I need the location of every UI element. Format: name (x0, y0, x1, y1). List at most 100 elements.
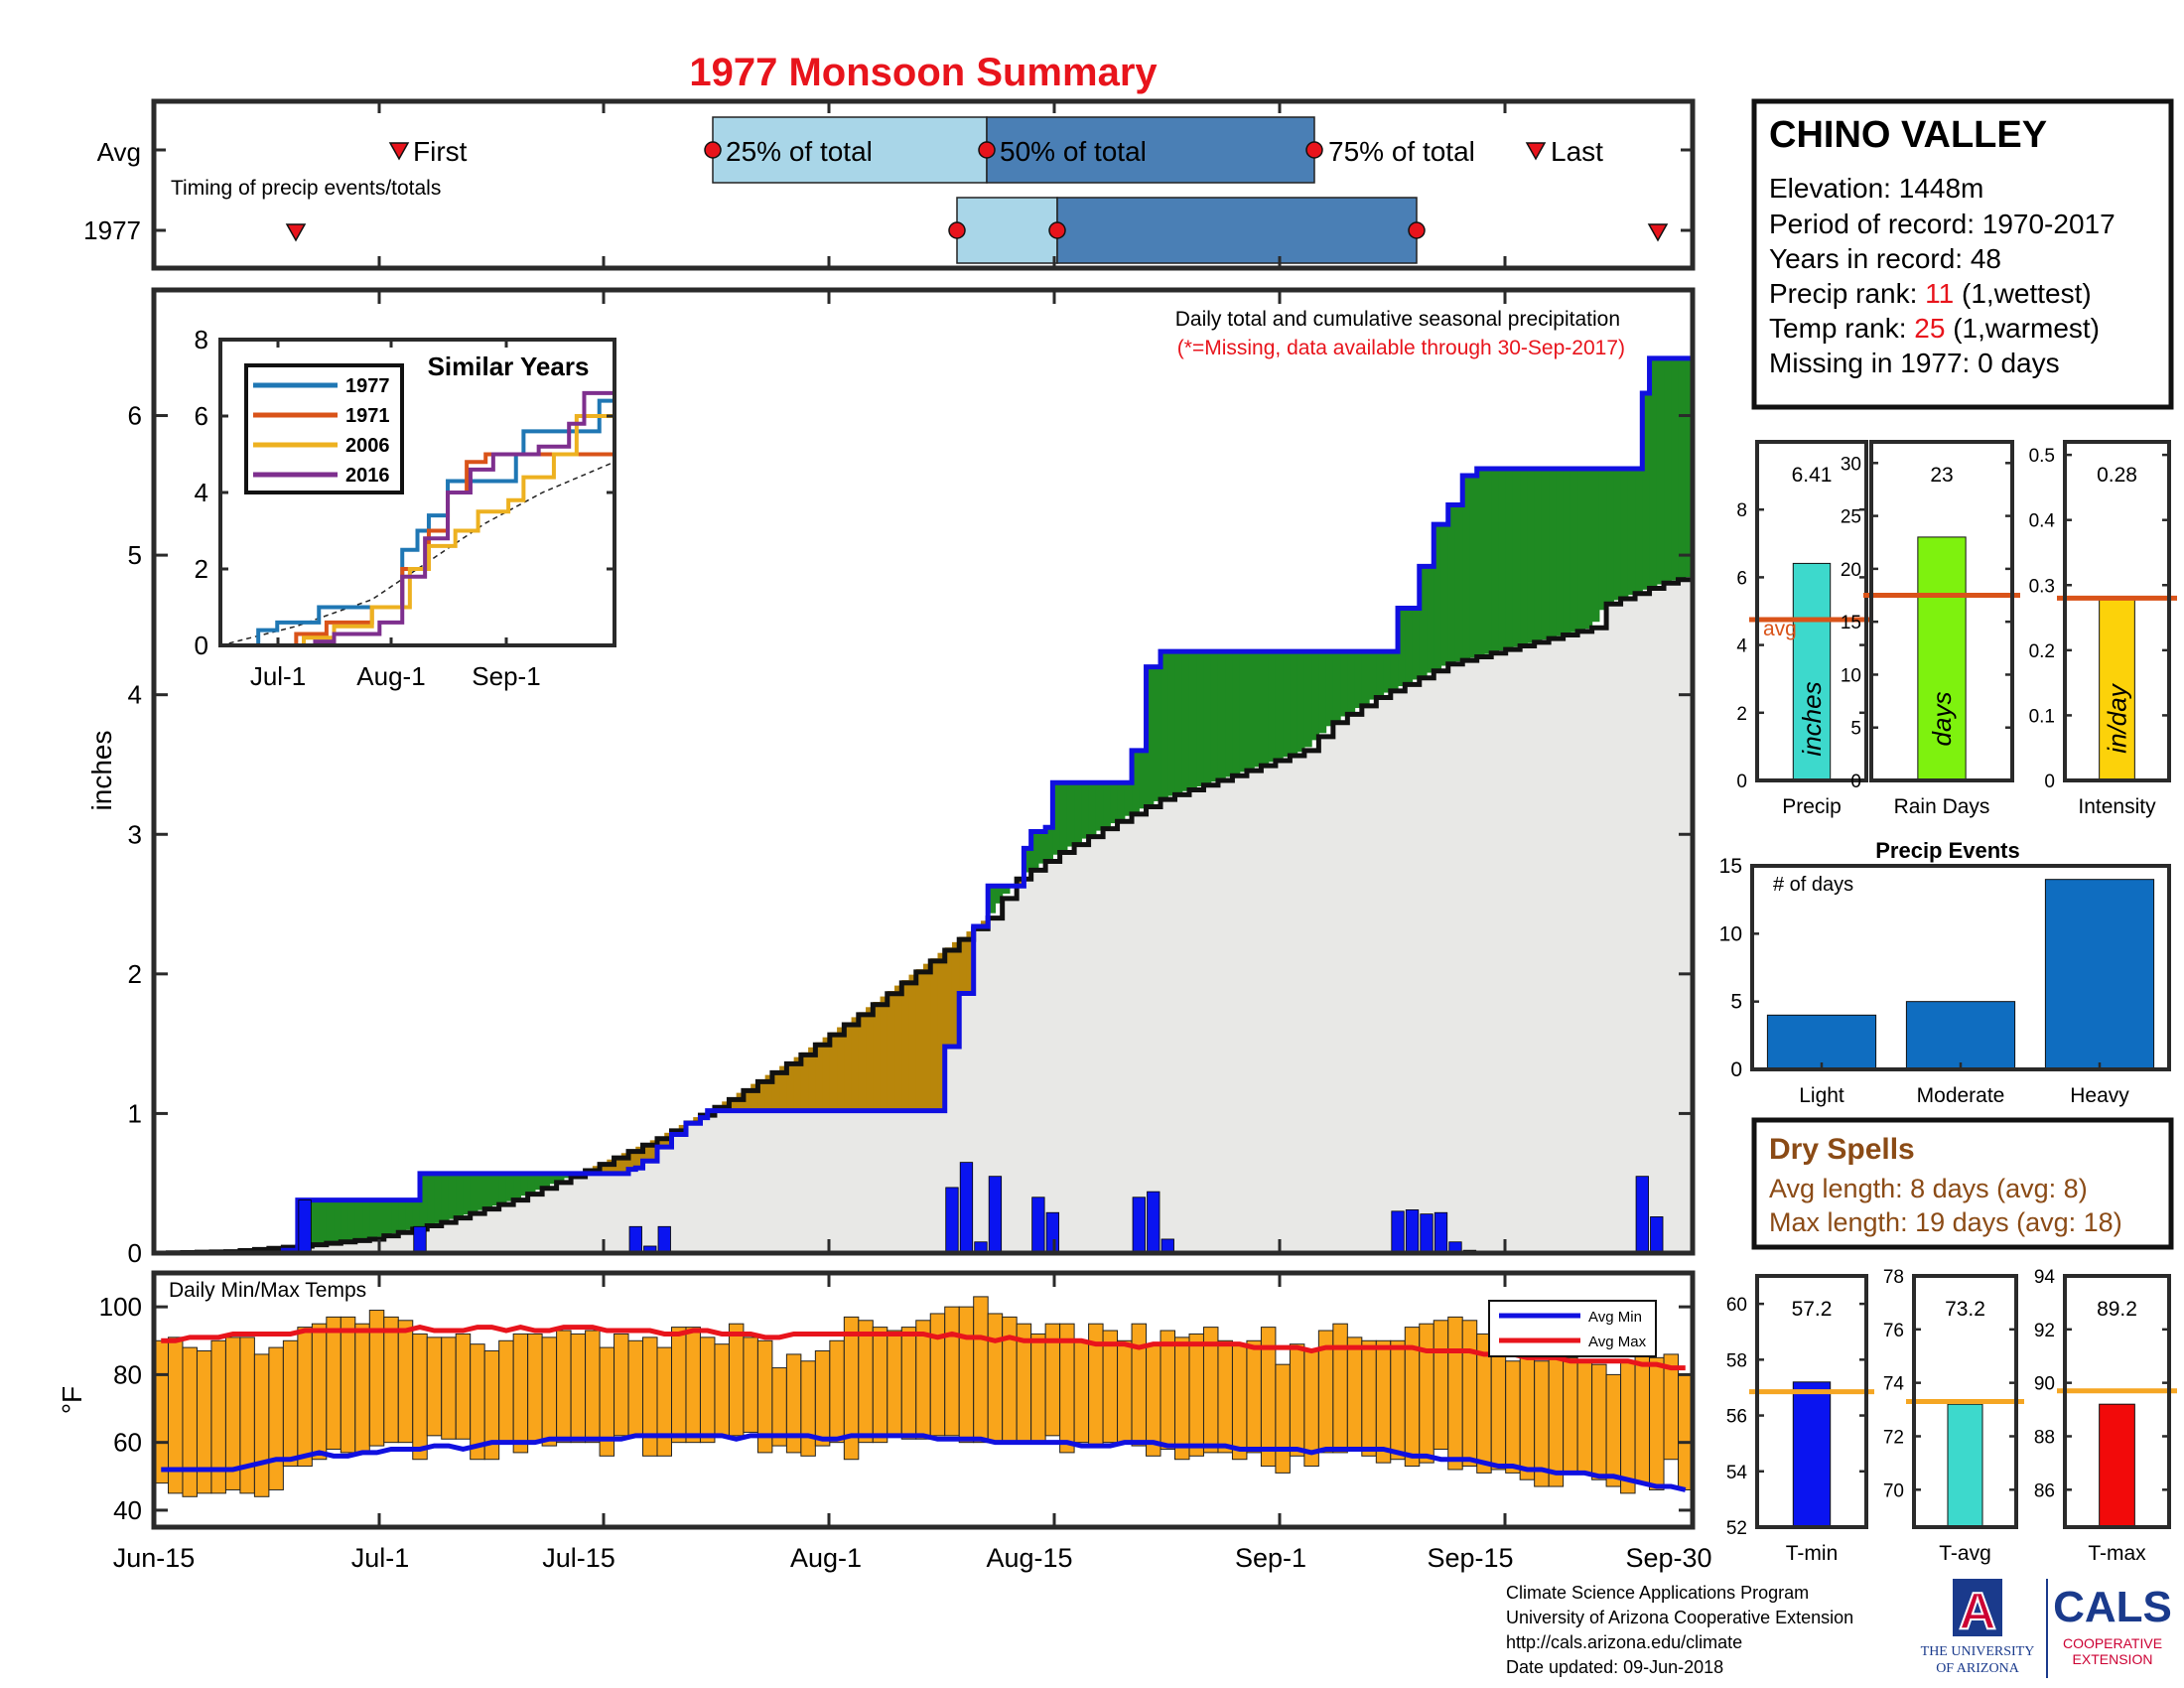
timing-caption: Timing of precip events/totals (171, 177, 441, 200)
daily-temp-bar (297, 1327, 313, 1468)
temp-legend-max-label: Avg Max (1588, 1334, 1647, 1350)
daily-temp-bar (354, 1323, 370, 1454)
surplus-fill (1606, 468, 1614, 603)
dry-spells-avg-length: Avg length: 8 days (avg: 8) (1769, 1174, 2088, 1203)
surplus-fill (1354, 651, 1363, 709)
events-bar (1766, 1014, 1877, 1070)
year-p50-marker (1048, 221, 1066, 239)
mini-chart-ytick-label: 88 (2034, 1427, 2055, 1448)
footer-credits: Climate Science Applications Program Uni… (1506, 1583, 1853, 1677)
surplus-fill (1361, 651, 1370, 704)
events-ytick-label: 5 (1730, 991, 1742, 1014)
mini-chart-value: 6.41 (1792, 464, 1833, 487)
surplus-fill (1454, 504, 1463, 662)
deficit-fill (743, 1088, 751, 1111)
surplus-fill (1232, 651, 1241, 774)
daily-temp-bar (1346, 1336, 1363, 1450)
daily-temp-bar (614, 1333, 629, 1437)
main-ytick-label: 1 (128, 1098, 142, 1128)
footer-line-3: http://cals.arizona.edu/climate (1506, 1632, 1742, 1652)
mini-chart-value: 0.28 (2097, 464, 2137, 487)
deficit-fill (944, 947, 953, 1047)
station-years: Years in record: 48 (1769, 243, 2001, 274)
inset-ytick-label: 0 (195, 631, 208, 660)
main-plot-area (154, 355, 1696, 1256)
daily-temp-bar (900, 1327, 917, 1440)
surplus-fill (1110, 782, 1119, 824)
surplus-fill (1132, 750, 1140, 813)
surplus-fill (1303, 651, 1312, 748)
daily-temp-bar (929, 1313, 946, 1437)
mini-chart-ytick-label: 0.1 (2029, 706, 2055, 727)
mini-chart-label: Intensity (2078, 795, 2156, 818)
surplus-fill (1440, 524, 1449, 666)
main-note: Daily total and cumulative seasonal prec… (1175, 308, 1620, 331)
inset-series-line (220, 414, 614, 647)
precip-total-mini-chart: inches 6.41 Precip 0 2 4 6 8 avg (1736, 440, 1874, 818)
mini-chart-frame (1912, 1274, 2018, 1529)
daily-temp-bar (670, 1327, 687, 1444)
surplus-fill (1520, 468, 1529, 645)
surplus-fill (1620, 468, 1629, 598)
surplus-fill (1188, 651, 1197, 789)
main-ytick-label: 5 (128, 540, 142, 570)
daily-temp-bar (944, 1306, 960, 1437)
mini-chart-bar (2099, 1403, 2135, 1528)
surplus-fill (1412, 608, 1421, 680)
surplus-fill (1534, 468, 1543, 641)
daily-temp-bar (253, 1353, 270, 1497)
daily-temp-bar (311, 1323, 328, 1461)
mini-chart-ytick-label: 0 (1736, 772, 1747, 792)
daily-temp-bar (1146, 1343, 1161, 1457)
xtick-label: Aug-15 (986, 1543, 1072, 1573)
deficit-fill (937, 952, 946, 1111)
daily-temp-bar (1131, 1323, 1148, 1447)
daily-temp-bar (987, 1313, 1004, 1444)
avg-p25-label: 25% of total (726, 136, 873, 167)
inset-title: Similar Years (428, 352, 590, 381)
mini-chart-ytick-label: 76 (1883, 1321, 1904, 1341)
mini-chart-avg-label: avg (1763, 618, 1797, 640)
mini-chart-ytick-label: 6 (1736, 568, 1747, 589)
daily-temp-bar (1375, 1339, 1392, 1464)
dry-spells-title: Dry Spells (1769, 1133, 1915, 1166)
inset-xtick-label: Sep-1 (472, 661, 540, 691)
deficit-fill (844, 1022, 853, 1111)
surplus-fill (1340, 651, 1348, 717)
surplus-fill (448, 1173, 457, 1219)
temp-chart: Jun-15 Jul-1 Jul-15 Aug-1 Aug-15 Sep-1 Sep-15 S… (57, 1270, 1712, 1573)
temp-rank-note: (1,warmest) (1945, 313, 2100, 344)
mini-chart-ytick-label: 2 (1736, 704, 1747, 725)
inset-xtick-label: Aug-1 (356, 661, 425, 691)
mini-chart-ytick-label: 56 (1726, 1407, 1747, 1428)
university-of-arizona-logo: A THE UNIVERSITY OF ARIZONA (1921, 1579, 2034, 1676)
surplus-fill (1318, 651, 1327, 734)
mini-chart-bar (1917, 536, 1967, 781)
inset-xtick-label: Jul-1 (250, 661, 306, 691)
year-first-half-box (956, 197, 1058, 264)
surplus-fill (1124, 782, 1133, 816)
surplus-fill (513, 1173, 521, 1199)
daily-temp-bar (383, 1316, 399, 1444)
deficit-fill (614, 1156, 622, 1174)
surplus-fill (341, 1199, 349, 1242)
main-ylabel: inches (86, 731, 117, 811)
daily-temp-bar (1576, 1360, 1593, 1474)
avg-p75-label: 75% of total (1328, 136, 1475, 167)
daily-temp-bar (814, 1350, 831, 1447)
daily-temp-bar (585, 1330, 601, 1444)
daily-temp-bar (1246, 1339, 1262, 1454)
daily-temp-bar (1591, 1363, 1607, 1480)
daily-precip-bar (1405, 1209, 1420, 1254)
station-precip-rank: Precip rank: 11 (1,wettest) (1769, 278, 2092, 309)
inset-legend: 1977 1971 2006 2016 (244, 363, 404, 494)
deficit-fill (901, 980, 910, 1111)
daily-temp-bar (656, 1346, 672, 1457)
daily-temp-bar (282, 1339, 299, 1468)
surplus-fill (1512, 468, 1521, 647)
daily-temp-bar (1649, 1356, 1665, 1490)
surplus-fill (1527, 468, 1536, 643)
daily-temp-bar (1073, 1339, 1090, 1444)
surplus-fill (1376, 651, 1385, 696)
surplus-fill (1325, 651, 1334, 727)
